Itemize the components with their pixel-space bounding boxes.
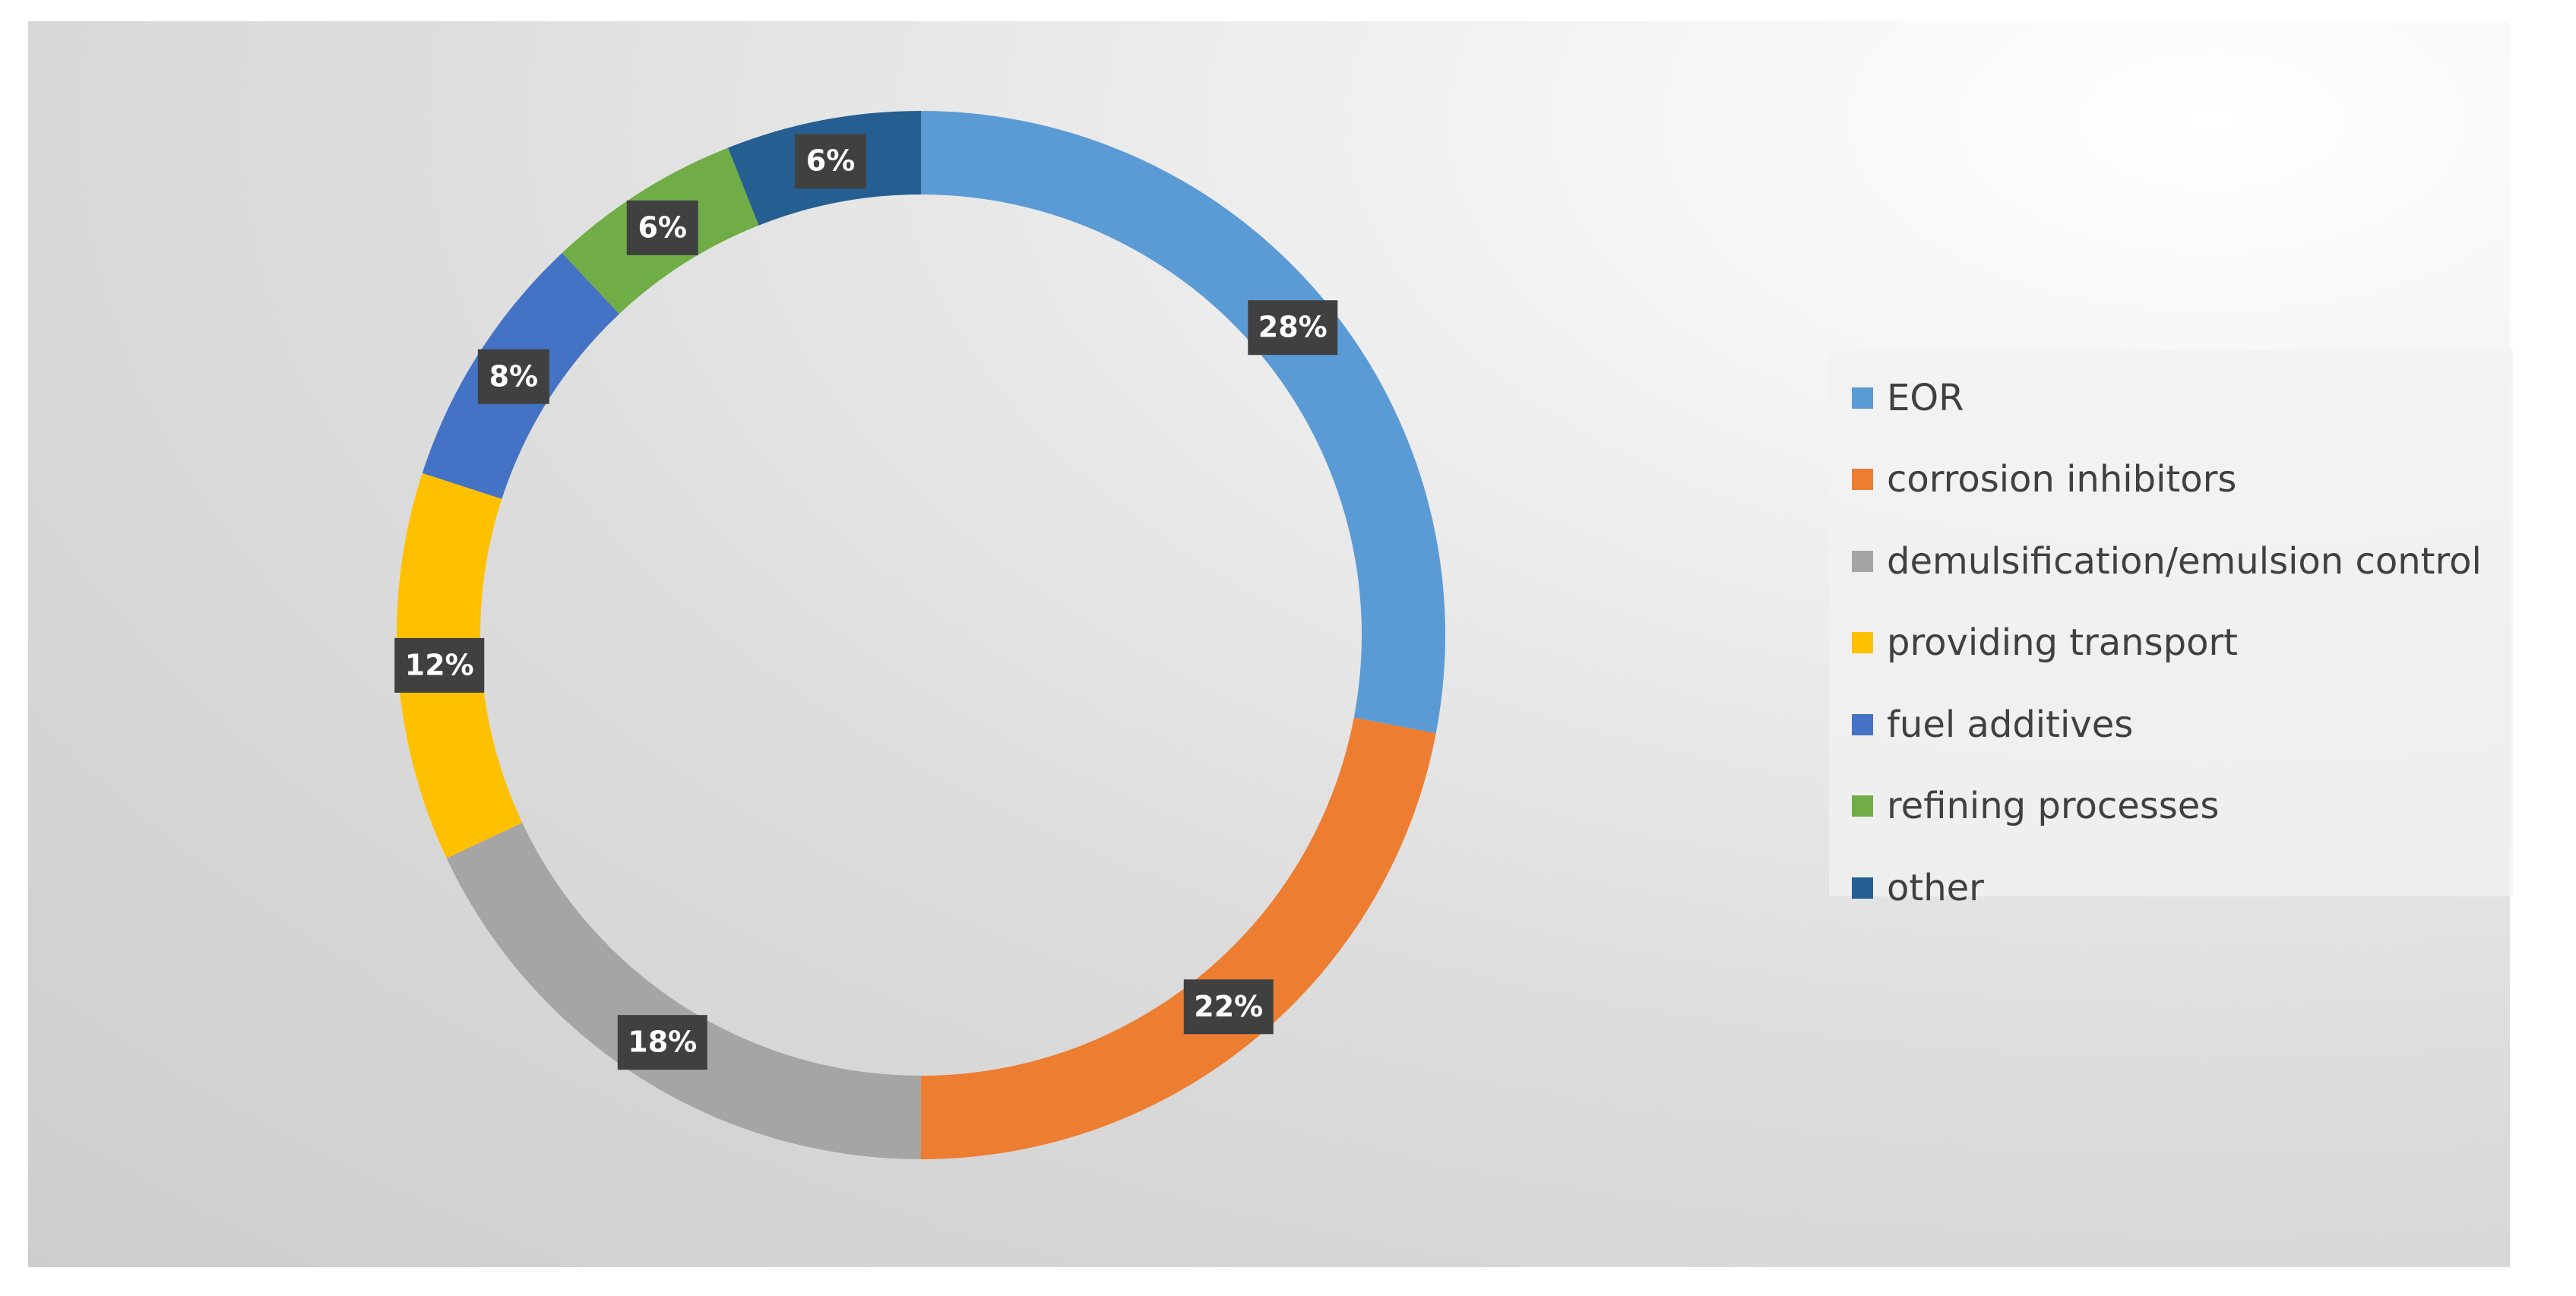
- data-label: 6%: [795, 134, 867, 189]
- data-label: 12%: [394, 637, 485, 693]
- legend-swatch: [1852, 632, 1873, 654]
- legend-label: refining processes: [1887, 785, 2220, 828]
- legend-label: EOR: [1887, 376, 1964, 419]
- chart-area: 28% 22% 18% 12% 8% 6% 6% EOR corrosion inhibit…: [28, 21, 2513, 1267]
- data-label-text: 18%: [628, 1026, 697, 1059]
- legend-item-other: other: [1829, 847, 2513, 929]
- legend-swatch: [1852, 550, 1873, 572]
- legend-item-providing-transport: providing transport: [1829, 602, 2513, 684]
- donut-slice-1: [921, 717, 1436, 1159]
- legend-item-refining-processes: refining processes: [1829, 766, 2513, 848]
- legend-item-eor: EOR: [1829, 357, 2513, 439]
- data-label: 6%: [626, 200, 698, 255]
- legend-label: other: [1887, 866, 1984, 909]
- data-label-box: [394, 637, 485, 693]
- legend-item-fuel-additives: fuel additives: [1829, 684, 2513, 766]
- data-label-box: [626, 200, 698, 255]
- legend-label: fuel additives: [1887, 703, 2134, 746]
- donut-slice-2: [446, 822, 921, 1159]
- donut-slice-0: [921, 111, 1445, 734]
- data-label-box: [795, 134, 867, 189]
- data-label-text: 12%: [405, 648, 474, 681]
- data-label-text: 22%: [1194, 990, 1263, 1023]
- data-label-text: 28%: [1258, 311, 1328, 344]
- legend-label: corrosion inhibitors: [1887, 458, 2237, 501]
- donut-chart: 28% 22% 18% 12% 8% 6% 6%: [394, 111, 1445, 1159]
- legend-swatch: [1852, 795, 1873, 817]
- legend-label: providing transport: [1887, 621, 2238, 665]
- data-label: 8%: [477, 349, 549, 404]
- legend-swatch: [1852, 469, 1873, 491]
- data-label-box: [477, 349, 549, 404]
- data-label: 18%: [617, 1015, 707, 1070]
- data-label: 28%: [1248, 300, 1338, 356]
- legend-item-demulsification: demulsification/emulsion control: [1829, 520, 2513, 602]
- data-label-box: [1248, 300, 1338, 356]
- legend: EOR corrosion inhibitors demulsification…: [1829, 349, 2513, 909]
- legend-swatch: [1852, 387, 1873, 409]
- data-label-text: 6%: [806, 144, 856, 178]
- data-label-text: 8%: [489, 359, 539, 393]
- data-label-box: [617, 1015, 707, 1070]
- data-label-text: 6%: [638, 210, 687, 244]
- data-label-box: [1183, 979, 1274, 1035]
- legend-swatch: [1852, 713, 1873, 735]
- legend-label: demulsification/emulsion control: [1887, 539, 2482, 583]
- legend-swatch: [1852, 877, 1873, 899]
- legend-item-corrosion-inhibitors: corrosion inhibitors: [1829, 439, 2513, 521]
- data-label: 22%: [1183, 979, 1274, 1035]
